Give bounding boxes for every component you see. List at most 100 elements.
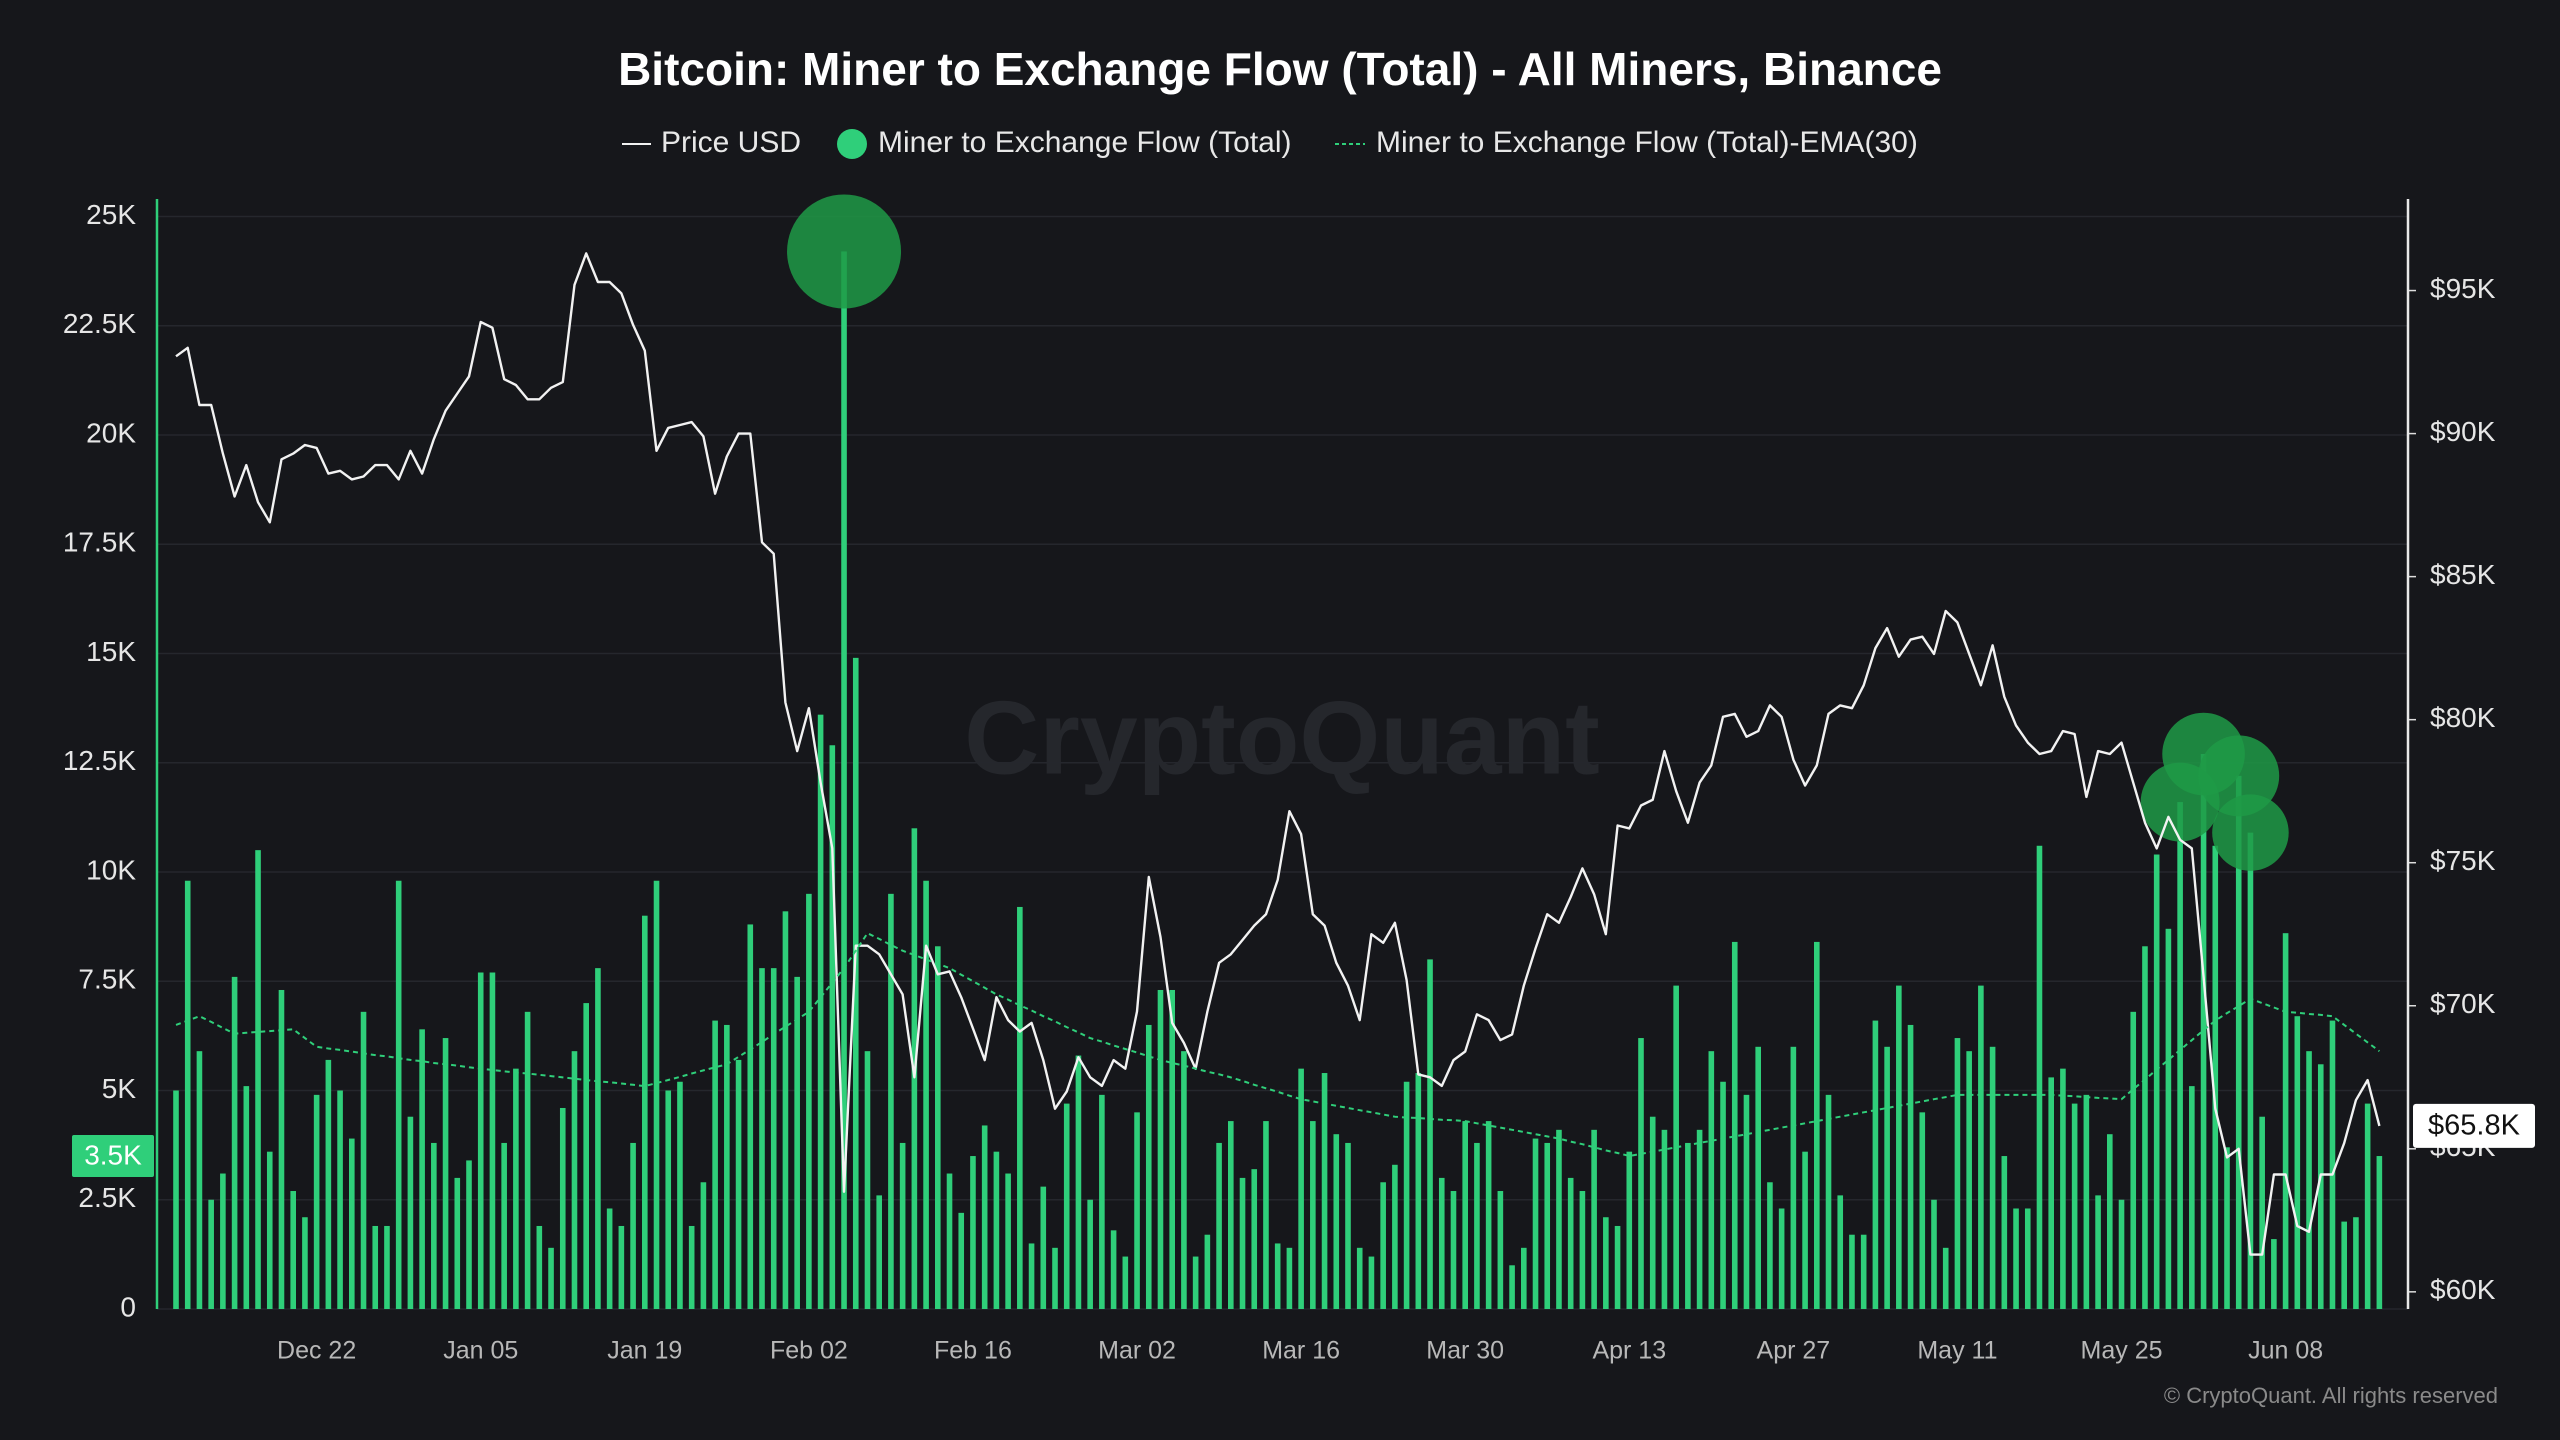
bar — [559, 1107, 566, 1309]
y-tick-label: 25K — [86, 199, 136, 230]
bar — [876, 1195, 882, 1309]
current-value-label: 3.5K — [84, 1139, 142, 1170]
bar — [1087, 1199, 1093, 1309]
bar — [1579, 1191, 1586, 1309]
bar — [864, 1051, 871, 1309]
bar — [231, 976, 238, 1309]
bar — [1310, 1121, 1316, 1309]
bar — [1743, 1094, 1750, 1309]
x-tick-label: Jun 08 — [2248, 1337, 2323, 1365]
bar — [395, 880, 402, 1309]
bar — [1767, 1182, 1773, 1309]
bar — [993, 1151, 1000, 1309]
bar — [2118, 1199, 2125, 1309]
bar — [1005, 1173, 1011, 1309]
bar — [220, 1173, 226, 1309]
bar — [829, 745, 836, 1309]
bar — [735, 1059, 742, 1309]
bar — [1966, 1051, 1972, 1309]
bar — [923, 880, 929, 1309]
bar — [2294, 1016, 2301, 1309]
bar — [1181, 1051, 1187, 1309]
bar — [255, 850, 261, 1309]
bar — [1239, 1177, 1246, 1309]
bar — [2083, 1094, 2090, 1309]
x-tick-label: Jan 05 — [443, 1337, 518, 1365]
bar — [2212, 845, 2219, 1309]
bar — [712, 1020, 718, 1309]
bar — [524, 1011, 531, 1309]
bar — [290, 1191, 296, 1309]
bar — [243, 1086, 250, 1309]
bar — [747, 924, 754, 1309]
bar — [360, 1011, 367, 1309]
y2-tick-label: $60K — [2430, 1274, 2496, 1305]
bar — [642, 915, 648, 1309]
bar — [2048, 1077, 2054, 1309]
bar — [1474, 1142, 1480, 1309]
bar — [2071, 1103, 2078, 1309]
bar — [1720, 1081, 1726, 1309]
x-tick-label: Apr 13 — [1592, 1337, 1666, 1365]
bar — [946, 1173, 953, 1309]
legend: Price USD Miner to Exchange Flow (Total)… — [622, 126, 1918, 159]
bar — [2235, 775, 2242, 1309]
x-tick-label: Jan 19 — [607, 1337, 682, 1365]
bar — [1696, 1129, 1703, 1309]
bar — [1099, 1094, 1105, 1309]
bar — [2060, 1068, 2066, 1309]
bar — [665, 1090, 672, 1309]
bar — [196, 1051, 203, 1309]
bar — [1286, 1247, 1293, 1309]
bar — [2001, 1156, 2008, 1309]
bar — [1110, 1230, 1117, 1309]
bar — [1450, 1191, 1457, 1309]
x-tick-label: Dec 22 — [277, 1337, 356, 1365]
bar — [349, 1138, 355, 1309]
bar — [759, 968, 765, 1309]
bar — [2095, 1195, 2101, 1309]
bar — [958, 1212, 965, 1309]
current-value-badge — [72, 1135, 154, 1178]
price-line — [175, 252, 2381, 1256]
bar — [2364, 1103, 2371, 1309]
bar — [1017, 906, 1023, 1309]
bar — [1345, 1142, 1351, 1309]
bar — [1567, 1177, 1574, 1309]
bar — [1978, 985, 1984, 1309]
bar — [606, 1208, 613, 1309]
current-value-label: $65.8K — [2428, 1110, 2521, 1142]
bar — [935, 946, 941, 1309]
bar — [2341, 1221, 2347, 1309]
bar — [1415, 1073, 1422, 1309]
bar — [1907, 1024, 1914, 1309]
bar — [466, 1160, 472, 1309]
bar — [2177, 802, 2183, 1309]
bar — [1204, 1234, 1211, 1309]
bar — [1438, 1177, 1445, 1309]
bar — [2259, 1116, 2265, 1309]
y-tick-label: 10K — [86, 854, 136, 885]
watermark: CryptoQuant — [964, 680, 1600, 796]
bar — [1052, 1247, 1058, 1309]
bar — [688, 1225, 695, 1309]
bar — [1954, 1038, 1961, 1309]
bar — [278, 989, 285, 1309]
y-tick-label: 20K — [86, 417, 136, 448]
bar — [2036, 845, 2043, 1309]
y2-tick-label: $80K — [2430, 702, 2496, 733]
bar — [1708, 1051, 1715, 1309]
bar — [1673, 985, 1679, 1309]
bar — [2224, 1147, 2230, 1309]
bar — [770, 968, 777, 1309]
bar — [1614, 1225, 1621, 1309]
bar — [1216, 1142, 1222, 1309]
bar — [1134, 1112, 1140, 1309]
bar — [1356, 1247, 1363, 1309]
bar — [1638, 1038, 1644, 1309]
bar — [2142, 946, 2148, 1309]
bar — [1896, 985, 1902, 1309]
bar — [372, 1225, 379, 1309]
bar — [1368, 1256, 1375, 1309]
bar — [794, 976, 800, 1309]
